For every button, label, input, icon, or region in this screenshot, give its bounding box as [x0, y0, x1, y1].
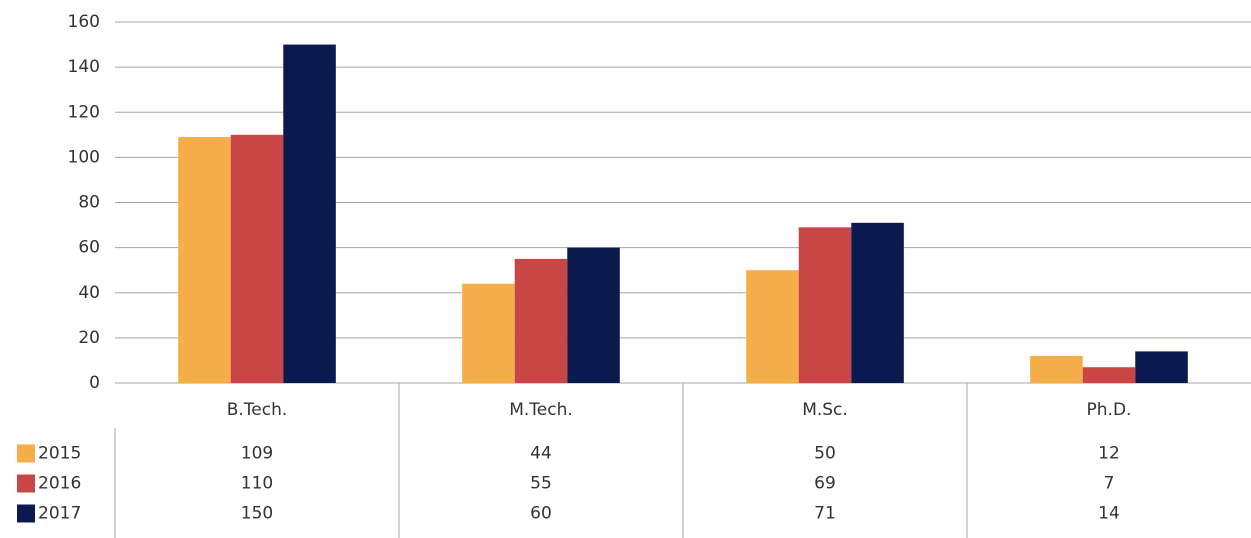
y-tick-label: 20	[78, 328, 100, 348]
y-tick-label: 40	[78, 283, 100, 303]
table-cell: 14	[1098, 504, 1120, 524]
bar	[798, 227, 852, 383]
y-tick-label: 160	[68, 12, 100, 32]
bar	[230, 134, 284, 383]
legend-label: 2015	[38, 444, 81, 464]
table-cell: 44	[530, 444, 552, 464]
bar	[1030, 355, 1083, 383]
table-cell: 55	[530, 474, 552, 494]
table-cell: 109	[241, 444, 273, 464]
y-tick-label: 0	[89, 373, 100, 393]
legend-key	[17, 504, 35, 523]
legend-key	[17, 474, 35, 493]
x-tick-label: Ph.D.	[1087, 400, 1132, 420]
x-tick-label: M.Sc.	[802, 400, 848, 420]
table-cell: 60	[530, 504, 552, 524]
table-cell: 71	[814, 504, 836, 524]
table-cell: 12	[1098, 444, 1120, 464]
y-tick-label: 140	[68, 57, 100, 77]
y-tick-label: 120	[68, 102, 100, 122]
y-tick-label: 60	[78, 238, 100, 258]
y-tick-label: 80	[78, 193, 100, 213]
y-tick-label: 100	[68, 147, 100, 167]
x-tick-label: B.Tech.	[227, 400, 288, 420]
bar	[746, 270, 799, 383]
bar	[1082, 367, 1136, 383]
legend-label: 2017	[38, 504, 81, 524]
table-cell: 69	[814, 474, 836, 494]
bar	[1135, 351, 1188, 383]
table-cell: 110	[241, 474, 273, 494]
legend-label: 2016	[38, 474, 81, 494]
table-cell: 150	[241, 504, 273, 524]
bar	[462, 283, 515, 383]
bar	[178, 137, 231, 383]
legend-key	[17, 444, 35, 463]
x-tick-label: M.Tech.	[509, 400, 573, 420]
table-cell: 7	[1104, 474, 1115, 494]
bar	[851, 222, 904, 383]
table-cell: 50	[814, 444, 836, 464]
bar	[567, 247, 620, 383]
bar	[283, 44, 336, 383]
bar	[514, 258, 568, 383]
